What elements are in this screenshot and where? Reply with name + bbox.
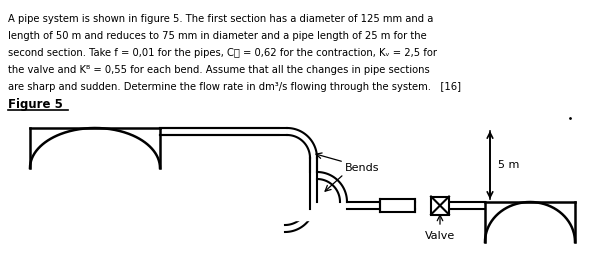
Bar (280, 120, 380, 220)
Bar (431, 196, 449, 214)
Text: Valve: Valve (425, 231, 455, 241)
Text: second section. Take f = 0,01 for the pipes, Cⲟ = 0,62 for the contraction, Kᵥ =: second section. Take f = 0,01 for the pi… (8, 48, 437, 58)
Text: Figure 5: Figure 5 (8, 98, 63, 111)
Text: Bends: Bends (345, 163, 379, 173)
Text: 5 m: 5 m (498, 160, 519, 170)
Text: the valve and Kᴮ = 0,55 for each bend. Assume that all the changes in pipe secti: the valve and Kᴮ = 0,55 for each bend. A… (8, 65, 430, 75)
Text: length of 50 m and reduces to 75 mm in diameter and a pipe length of 25 m for th: length of 50 m and reduces to 75 mm in d… (8, 31, 427, 41)
Text: A pipe system is shown in figure 5. The first section has a diameter of 125 mm a: A pipe system is shown in figure 5. The … (8, 14, 434, 24)
Text: are sharp and sudden. Determine the flow rate in dm³/s flowing through the syste: are sharp and sudden. Determine the flow… (8, 82, 461, 92)
Bar (380, 199, 415, 212)
